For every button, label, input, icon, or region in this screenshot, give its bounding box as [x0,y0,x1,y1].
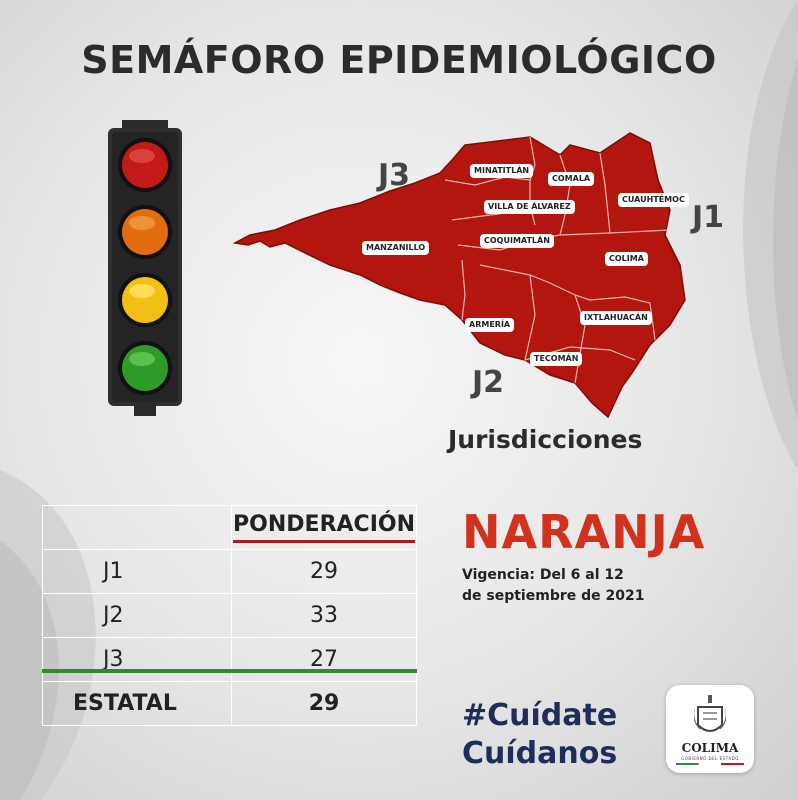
total-value: 29 [231,681,417,726]
total-label: ESTATAL [41,681,233,726]
municipality-label: VILLA DE ÁLVAREZ [484,200,575,214]
hashtag-line: Cuídanos [462,736,618,771]
municipality-label: COMALA [548,172,595,186]
status-level: NARANJA [462,505,706,559]
table-header-empty [41,505,233,550]
row-value: 33 [231,593,417,638]
row-label: J1 [41,549,233,594]
table-header-cell: PONDERACIÓN [231,505,417,550]
table-row: J3 27 [41,637,417,682]
logo-subtitle: GOBIERNO DEL ESTADO [681,756,739,761]
government-logo: COLIMA GOBIERNO DEL ESTADO [666,685,754,773]
municipality-label: IXTLAHUACÁN [580,311,652,325]
hashtag-line: #Cuídate [462,698,618,733]
municipality-label: MANZANILLO [362,241,430,255]
traffic-light-icon [108,120,182,416]
municipality-label: ARMERÍA [465,318,515,332]
table-total-row: ESTATAL 29 [41,681,417,726]
hashtags: #Cuídate Cuídanos [462,697,617,773]
municipality-label: COLIMA [605,252,648,266]
jurisdictions-label: Jurisdicciones [448,425,643,454]
jurisdiction-tag: J1 [692,200,725,235]
ponderation-header: PONDERACIÓN [233,512,415,543]
municipality-label: CUAUHTÉMOC [618,193,689,207]
total-divider [42,669,417,673]
table-header-row: PONDERACIÓN [41,505,417,550]
row-value: 27 [231,637,417,682]
validity-text: Vigencia: Del 6 al 12 de septiembre de 2… [462,565,644,607]
page-title: SEMÁFORO EPIDEMIOLÓGICO [81,38,717,82]
ponderation-table: PONDERACIÓN J1 29 J2 33 J3 27 ESTATAL 29 [41,505,417,726]
municipality-label: COQUIMATLÁN [480,234,554,248]
colima-map [232,132,686,419]
row-label: J2 [41,593,233,638]
coat-of-arms-icon [694,695,726,732]
table-row: J1 29 [41,549,417,594]
row-value: 29 [231,549,417,594]
municipality-label: MINATITLÁN [470,164,534,178]
jurisdiction-tag: J3 [378,158,411,193]
table-row: J2 33 [41,593,417,638]
validity-line: de septiembre de 2021 [462,588,645,604]
municipality-label: TECOMÁN [530,352,583,366]
row-label: J3 [41,637,233,682]
flag-stripe [676,763,744,765]
validity-line: Vigencia: Del 6 al 12 [462,567,624,583]
jurisdiction-tag: J2 [472,365,505,400]
logo-name: COLIMA [681,741,739,755]
